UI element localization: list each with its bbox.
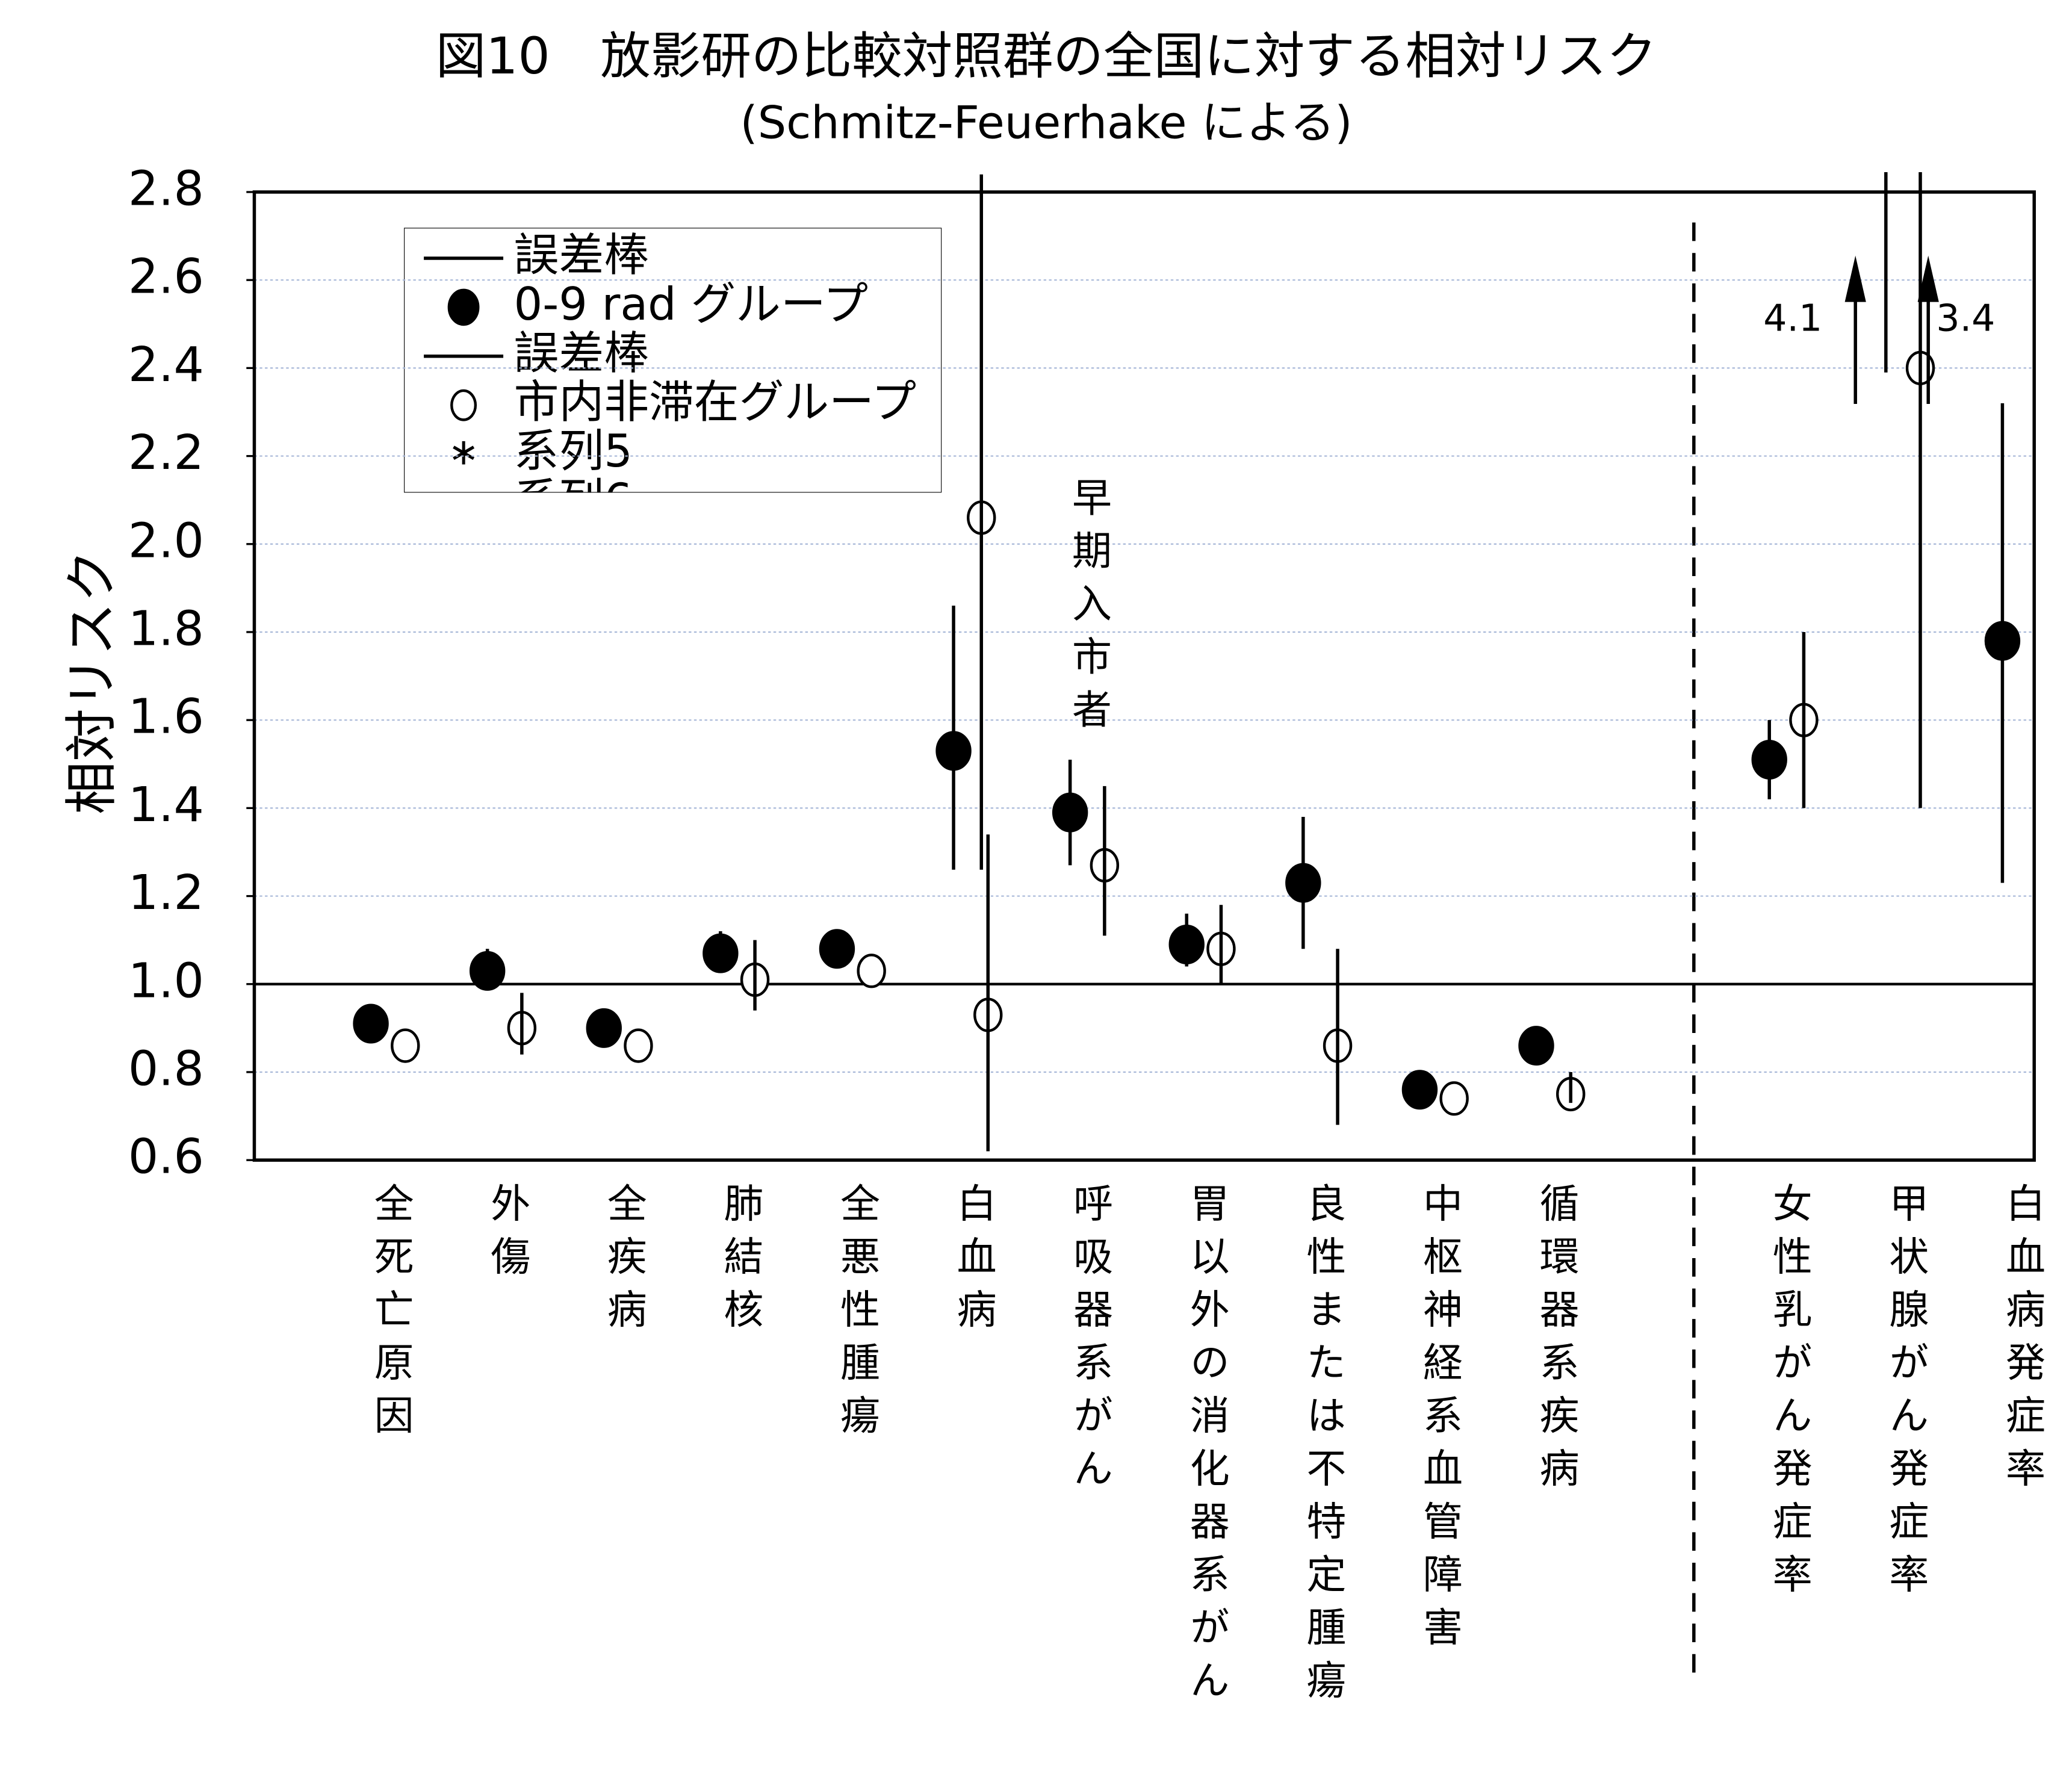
data-point <box>857 954 886 988</box>
x-tick-label: 甲状腺がん発症率 <box>1882 1183 1929 1607</box>
data-point <box>586 1008 622 1048</box>
plot-area <box>353 350 2021 1116</box>
data-point <box>353 1003 389 1044</box>
x-tick-label: 全疾病 <box>601 1183 647 1342</box>
legend-swatch <box>447 288 480 326</box>
legend-label: 市内非滞在グループ <box>514 376 917 429</box>
y-tick-label: 2.0 <box>128 512 204 568</box>
legend-label: 誤差棒 <box>514 229 649 281</box>
y-tick-label: 1.4 <box>128 777 204 833</box>
x-tick-label: 呼吸器系がん <box>1067 1183 1113 1501</box>
overflow-label: 4.1 <box>1763 296 1822 340</box>
chart-subtitle: (Schmitz-Feuerhake による) <box>740 96 1353 149</box>
y-tick-label: 2.8 <box>128 160 204 216</box>
legend-box <box>404 228 942 493</box>
x-tick-label: 外傷 <box>484 1183 530 1289</box>
y-tick-label: 1.6 <box>128 689 204 745</box>
x-tick-label: 白血病 <box>951 1183 997 1342</box>
x-tick-label: 循環器系疾病 <box>1533 1183 1580 1501</box>
y-tick-label: 1.8 <box>128 600 204 656</box>
data-point <box>1518 1026 1554 1066</box>
data-point <box>1439 1081 1469 1116</box>
y-tick-label: 1.0 <box>128 952 204 1008</box>
x-tick-label: 全死亡原因 <box>368 1183 414 1448</box>
x-tick-label: 全悪性腫瘍 <box>834 1183 880 1448</box>
y-tick-label: 0.8 <box>128 1040 204 1096</box>
legend-swatch: ∗ <box>448 430 479 474</box>
data-point <box>819 929 855 969</box>
x-tick-label: 中枢神経系血管障害 <box>1416 1183 1463 1660</box>
y-tick-label: 1.2 <box>128 864 204 920</box>
legend-label: 系列5 <box>514 425 633 477</box>
legend-label: 0-9 rad グループ <box>514 278 868 330</box>
annotation: 早期入市者 <box>1065 477 1112 742</box>
plot-frame <box>252 190 2036 1162</box>
data-point <box>1401 1070 1438 1110</box>
x-tick-label: 良性または不特定腫瘍 <box>1300 1183 1346 1713</box>
legend-label: 誤差棒 <box>514 327 649 379</box>
y-tick-label: 2.6 <box>128 249 204 305</box>
overflow-arrowhead <box>1844 255 1866 302</box>
x-tick-label: 白血病発症率 <box>1999 1183 2046 1501</box>
overflow-arrowhead <box>1917 255 1939 302</box>
x-tick-label: 肺結核 <box>717 1183 763 1342</box>
legend-swatch <box>450 389 477 421</box>
overflow-label: 3.4 <box>1936 296 1995 340</box>
data-point <box>391 1028 420 1063</box>
y-tick-label: 2.4 <box>128 337 204 392</box>
data-point <box>624 1028 653 1063</box>
x-tick-label: 女性乳がん発症率 <box>1766 1183 1813 1607</box>
x-tick-label: 胃以外の消化器系がん <box>1183 1183 1230 1713</box>
chart-title: 図10 放影研の比較対照群の全国に対する相対リスク <box>436 26 1657 85</box>
y-tick-label: 2.2 <box>128 424 204 480</box>
y-tick-label: 0.6 <box>128 1129 204 1185</box>
legend-label: 系列6 <box>514 474 633 526</box>
y-axis-label: 相対リスク <box>60 550 122 814</box>
